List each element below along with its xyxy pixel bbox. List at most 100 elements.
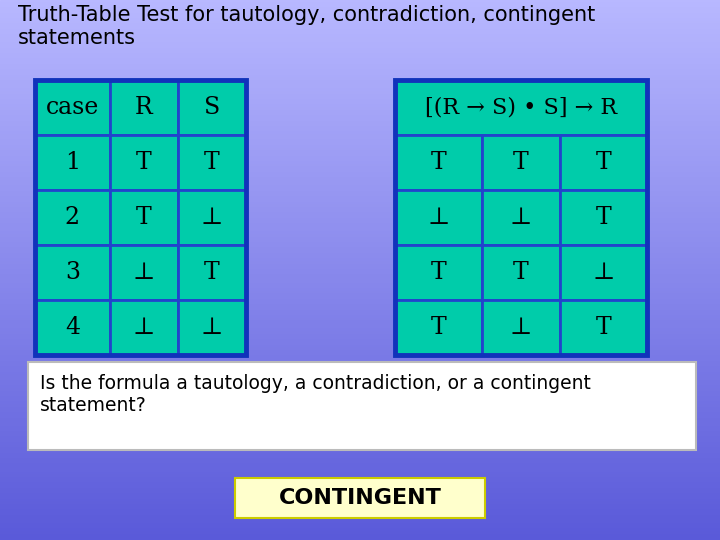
Bar xyxy=(0,486,720,489)
Bar xyxy=(0,16,720,19)
Bar xyxy=(0,181,720,184)
Bar xyxy=(0,451,720,454)
Bar xyxy=(0,424,720,427)
Text: T: T xyxy=(136,206,152,229)
Bar xyxy=(0,170,720,173)
FancyBboxPatch shape xyxy=(395,80,647,135)
Bar xyxy=(0,305,720,308)
Bar xyxy=(0,65,720,68)
Bar xyxy=(0,383,720,386)
Bar xyxy=(0,472,720,475)
Bar xyxy=(0,429,720,432)
Bar xyxy=(0,340,720,343)
Bar xyxy=(0,43,720,46)
Bar xyxy=(0,138,720,140)
Text: T: T xyxy=(431,316,446,339)
Bar xyxy=(0,497,720,500)
FancyBboxPatch shape xyxy=(178,80,246,135)
Bar xyxy=(0,394,720,397)
FancyBboxPatch shape xyxy=(482,245,560,300)
Bar xyxy=(0,92,720,94)
Bar xyxy=(0,192,720,194)
FancyBboxPatch shape xyxy=(110,80,178,135)
Bar xyxy=(0,173,720,176)
Bar xyxy=(0,219,720,221)
Bar xyxy=(0,230,720,232)
Bar xyxy=(0,462,720,464)
Bar xyxy=(0,238,720,240)
Bar xyxy=(0,313,720,316)
FancyBboxPatch shape xyxy=(560,300,647,355)
Bar xyxy=(0,243,720,246)
Bar xyxy=(0,402,720,405)
Bar xyxy=(0,529,720,532)
Bar xyxy=(0,127,720,130)
Bar xyxy=(0,432,720,435)
Bar xyxy=(0,364,720,367)
FancyBboxPatch shape xyxy=(110,300,178,355)
FancyBboxPatch shape xyxy=(395,190,482,245)
Bar xyxy=(0,68,720,70)
Bar xyxy=(0,267,720,270)
Bar xyxy=(0,62,720,65)
Bar xyxy=(0,240,720,243)
Bar xyxy=(0,516,720,518)
Bar xyxy=(0,97,720,100)
Bar xyxy=(0,491,720,494)
Bar xyxy=(0,135,720,138)
Bar xyxy=(0,370,720,373)
Bar xyxy=(0,57,720,59)
Bar xyxy=(0,292,720,294)
Bar xyxy=(0,176,720,178)
Bar xyxy=(0,367,720,370)
Bar xyxy=(0,151,720,154)
Text: T: T xyxy=(431,261,446,284)
Bar xyxy=(0,348,720,351)
Bar xyxy=(0,346,720,348)
Bar xyxy=(0,467,720,470)
Bar xyxy=(0,437,720,440)
Bar xyxy=(0,494,720,497)
Bar xyxy=(0,116,720,119)
Bar xyxy=(0,78,720,81)
Text: T: T xyxy=(204,151,220,174)
Text: Truth-Table Test for tautology, contradiction, contingent
statements: Truth-Table Test for tautology, contradi… xyxy=(18,5,595,48)
Text: ⊥: ⊥ xyxy=(133,316,155,339)
Bar xyxy=(0,362,720,364)
Bar xyxy=(0,27,720,30)
Bar xyxy=(0,354,720,356)
Bar xyxy=(0,316,720,319)
Bar xyxy=(0,265,720,267)
Bar xyxy=(0,537,720,540)
Text: ⊥: ⊥ xyxy=(428,206,449,229)
Text: ⊥: ⊥ xyxy=(593,261,615,284)
Bar xyxy=(0,300,720,302)
Bar xyxy=(0,481,720,483)
Bar xyxy=(0,143,720,146)
Text: ⊥: ⊥ xyxy=(133,261,155,284)
Bar xyxy=(0,518,720,521)
Bar xyxy=(0,202,720,205)
Bar xyxy=(0,19,720,22)
Text: R: R xyxy=(135,96,153,119)
Text: 2: 2 xyxy=(65,206,80,229)
FancyBboxPatch shape xyxy=(35,300,110,355)
Bar xyxy=(0,38,720,40)
Bar xyxy=(0,167,720,170)
Text: T: T xyxy=(513,261,529,284)
Bar xyxy=(0,273,720,275)
Bar xyxy=(0,373,720,375)
Bar xyxy=(0,397,720,400)
Bar xyxy=(0,456,720,459)
Bar xyxy=(0,46,720,49)
Bar xyxy=(0,378,720,381)
Bar xyxy=(0,526,720,529)
Bar xyxy=(0,124,720,127)
Text: S: S xyxy=(204,96,220,119)
Bar xyxy=(0,162,720,165)
Bar xyxy=(0,224,720,227)
Bar xyxy=(0,405,720,408)
Bar xyxy=(0,483,720,486)
Bar xyxy=(0,416,720,418)
Bar xyxy=(0,70,720,73)
